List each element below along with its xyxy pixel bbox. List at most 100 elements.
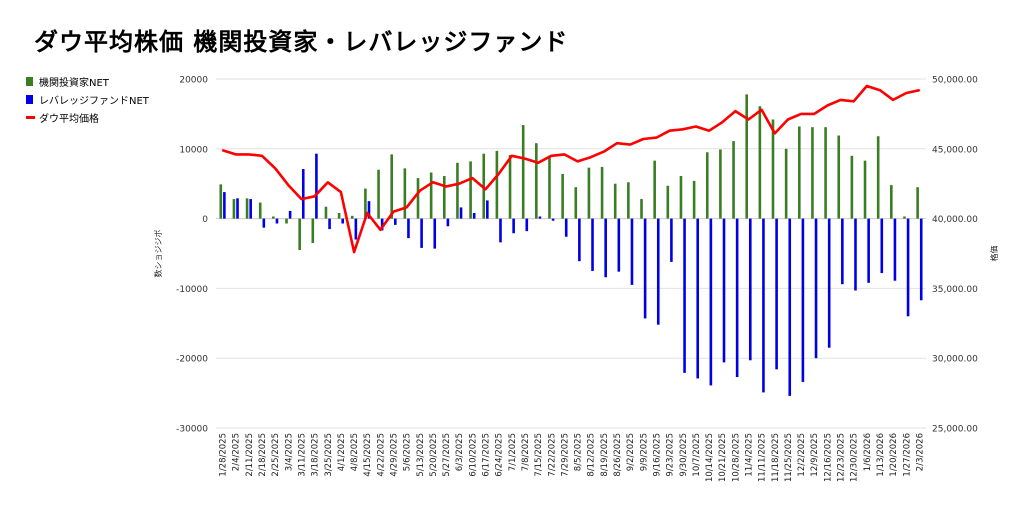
dow-point: [616, 142, 618, 145]
dow-point: [721, 121, 724, 124]
x-tick-label: 1/20/2026: [889, 433, 899, 477]
y-tick-label-right: 40,000.00: [932, 215, 978, 225]
y-tick-label-right: 50,000.00: [932, 76, 978, 86]
dow-point: [326, 181, 329, 184]
bar-institutional: [469, 161, 472, 219]
dow-point: [471, 177, 474, 179]
bar-leveraged: [656, 218, 660, 325]
x-tick-label: 12/23/2025: [837, 433, 847, 482]
x-tick-label: 8/26/2025: [613, 433, 623, 477]
bar-institutional: [600, 166, 604, 219]
bar-leveraged: [459, 207, 463, 219]
bar-leveraged: [288, 210, 292, 219]
dow-point: [655, 136, 658, 139]
x-tick-label: 4/22/2025: [376, 433, 386, 477]
bar-leveraged: [617, 218, 621, 272]
x-tick-label: 11/11/2025: [758, 433, 768, 482]
bar-leveraged: [249, 199, 252, 219]
bar-institutional: [587, 167, 591, 219]
x-tick-label: 4/8/2025: [350, 433, 360, 471]
dow-point: [234, 153, 237, 156]
bar-leveraged: [380, 218, 384, 231]
bar-leveraged: [788, 218, 792, 396]
bar-institutional: [337, 213, 341, 219]
x-tick-label: 4/29/2025: [390, 433, 400, 477]
bar-leveraged: [867, 218, 870, 283]
dow-point: [287, 184, 290, 186]
x-tick-label: 6/3/2025: [455, 433, 465, 471]
bar-institutional: [732, 141, 735, 219]
bar-institutional: [837, 135, 841, 219]
x-tick-label: 12/16/2025: [823, 433, 833, 482]
bar-institutional: [679, 176, 683, 219]
dow-point: [274, 167, 276, 170]
dow-point: [300, 198, 303, 200]
x-tick-label: 8/5/2025: [574, 433, 584, 471]
dow-point: [892, 99, 894, 101]
x-tick-label: 8/12/2025: [587, 433, 597, 477]
y-tick-label-left: -10000: [176, 285, 208, 295]
x-tick-label: 5/27/2025: [442, 433, 452, 477]
x-tick-label: 5/13/2025: [416, 433, 426, 477]
bar-institutional: [364, 188, 367, 219]
legend-label-leveraged: レバレッジファンドNET: [39, 95, 149, 107]
dow-point: [563, 153, 566, 156]
dow-point: [760, 108, 763, 111]
dow-point: [458, 182, 461, 185]
legend-swatch-dow: [26, 115, 35, 119]
bar-institutional: [298, 218, 301, 251]
dow-point: [708, 129, 710, 132]
legend-item-institutional: 機関投資家NET: [26, 72, 149, 90]
bar-institutional: [285, 218, 288, 224]
bar-institutional: [403, 168, 407, 219]
dow-point: [537, 161, 539, 164]
bar-institutional: [916, 187, 919, 219]
x-tick-label: 8/19/2025: [600, 433, 610, 477]
dow-point: [866, 85, 868, 87]
y-tick-label-left: 10000: [179, 145, 208, 155]
x-tick-label: 9/16/2025: [652, 433, 662, 477]
x-tick-label: 12/30/2025: [850, 433, 860, 482]
dow-point: [629, 143, 631, 146]
bar-institutional: [850, 155, 854, 219]
bar-leveraged: [328, 218, 331, 230]
bar-institutional: [548, 155, 551, 219]
bar-leveraged: [827, 218, 831, 348]
dow-point: [221, 149, 224, 151]
y-tick-label-left: 0: [202, 215, 208, 225]
y-tick-label-left: -20000: [176, 355, 208, 365]
dow-point: [839, 99, 842, 101]
x-tick-label: 2/11/2025: [245, 433, 255, 477]
x-tick-label: 7/22/2025: [547, 433, 557, 477]
dow-point: [261, 154, 263, 157]
x-tick-label: 12/2/2025: [797, 433, 807, 477]
x-tick-label: 2/18/2025: [258, 433, 268, 477]
x-tick-label: 12/9/2025: [810, 433, 820, 477]
bar-institutional: [876, 136, 880, 219]
x-tick-label: 1/13/2026: [876, 433, 886, 477]
bar-institutional: [653, 160, 656, 219]
dow-point: [484, 188, 487, 191]
bar-leveraged: [893, 218, 897, 281]
x-tick-label: 7/8/2025: [521, 433, 531, 471]
dow-point: [313, 195, 316, 198]
dow-point: [747, 118, 750, 121]
dow-point: [734, 110, 737, 112]
x-tick-label: 9/30/2025: [679, 433, 689, 477]
bar-leveraged: [696, 218, 700, 379]
legend-item-leveraged: レバレッジファンドNET: [26, 90, 149, 108]
x-tick-label: 3/25/2025: [324, 433, 334, 477]
x-tick-label: 4/15/2025: [363, 433, 373, 477]
bar-institutional: [574, 187, 578, 219]
dow-point: [445, 185, 447, 188]
bar-leveraged: [433, 218, 437, 249]
bar-leveraged: [749, 218, 752, 361]
bar-institutional: [745, 94, 748, 219]
bar-leveraged: [420, 218, 423, 248]
dow-point: [576, 160, 579, 163]
x-tick-label: 9/2/2025: [626, 433, 636, 471]
bar-leveraged: [841, 218, 844, 285]
bar-leveraged: [880, 218, 884, 274]
bar-leveraged: [367, 201, 371, 219]
dow-point: [524, 157, 526, 160]
